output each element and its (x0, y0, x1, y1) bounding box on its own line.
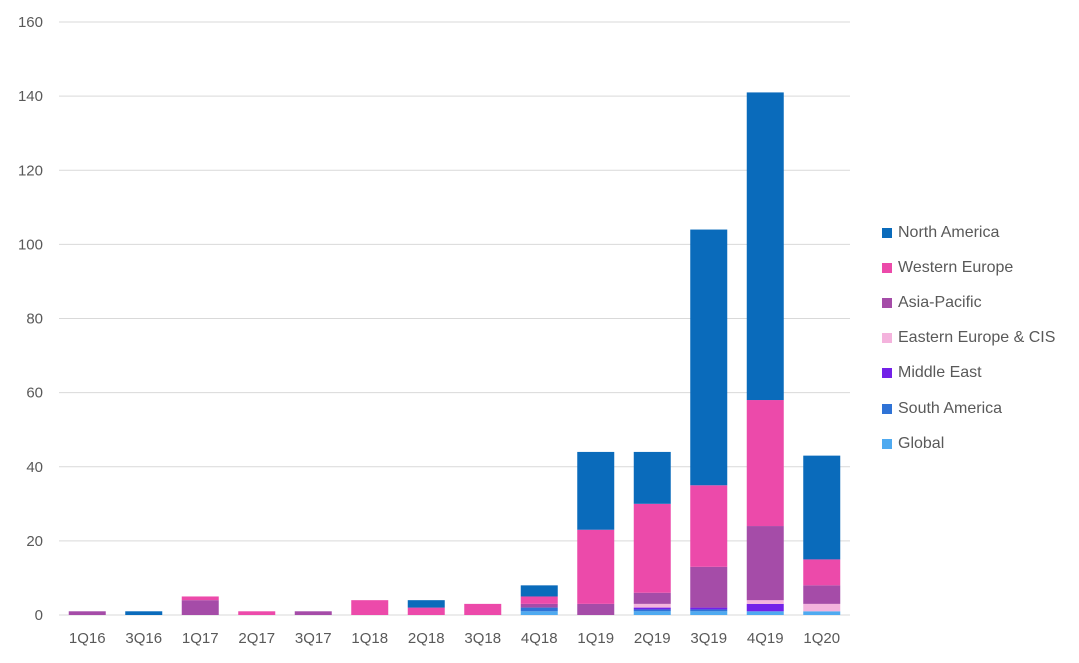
legend-item: Asia-Pacific (882, 285, 1055, 320)
bar-segment-north-america-4q18 (520, 585, 558, 597)
bar-segment-asia-pacific-3q19 (690, 566, 728, 608)
x-tick-label: 1Q17 (182, 630, 219, 647)
legend-label: South America (898, 399, 1003, 417)
bar-segment-western-europe-1q18 (351, 600, 389, 615)
legend-swatch (882, 262, 892, 273)
x-tick-label: 1Q18 (351, 630, 388, 647)
gridlines (59, 21, 850, 616)
legend-item: Middle East (882, 356, 1055, 391)
legend-label: Eastern Europe & CIS (898, 329, 1056, 347)
bar-segment-global-2q19 (633, 611, 671, 615)
bar-segment-global-1q20 (803, 611, 841, 615)
bar-segment-global-4q18 (520, 611, 558, 615)
legend-label: Middle East (898, 364, 982, 382)
bar-segment-eastern-europe-cis-4q19 (746, 600, 784, 604)
x-axis-ticks: 1Q16 3Q16 1Q17 2Q17 3Q17 1Q18 2Q18 3Q18 4Q18 1Q19… (69, 630, 840, 647)
bar-segment-asia-pacific-1q17 (181, 600, 219, 615)
y-tick-label: 100 (18, 236, 43, 253)
legend-item: Global (882, 426, 1055, 461)
bar-segment-western-europe-4q18 (520, 596, 558, 604)
bar-segment-asia-pacific-1q20 (803, 585, 841, 604)
legend-swatch (882, 438, 892, 449)
legend-item: North America (882, 215, 1055, 250)
x-tick-label: 2Q18 (408, 630, 445, 647)
x-tick-label: 3Q19 (690, 630, 727, 647)
bar-segment-north-america-4q19 (746, 92, 784, 401)
bar-segment-north-america-2q19 (633, 451, 671, 504)
bar-segment-south-america-4q18 (520, 607, 558, 612)
x-tick-label: 1Q19 (577, 630, 614, 647)
legend-item: Western Europe (882, 250, 1055, 285)
x-tick-label: 4Q19 (747, 630, 784, 647)
y-tick-label: 0 (35, 607, 43, 624)
y-tick-label: 140 (18, 88, 43, 105)
legend-swatch (882, 227, 892, 238)
bar-segment-western-europe-3q18 (464, 603, 502, 615)
y-tick-label: 80 (26, 311, 43, 328)
bar-segment-north-america-3q16 (125, 611, 163, 615)
bar-segment-asia-pacific-1q19 (577, 603, 615, 615)
x-tick-label: 1Q20 (803, 630, 840, 647)
legend-swatch (882, 368, 892, 379)
bar-segment-western-europe-4q19 (746, 400, 784, 527)
y-tick-label: 40 (26, 459, 43, 476)
bar-segment-north-america-1q20 (803, 455, 841, 560)
bar-segment-eastern-europe-cis-2q19 (633, 603, 671, 608)
x-tick-label: 1Q16 (69, 630, 106, 647)
legend-item: South America (882, 391, 1055, 426)
x-tick-label: 4Q18 (521, 630, 558, 647)
legend-label: North America (898, 223, 1000, 241)
bar-segment-south-america-2q19 (633, 609, 671, 612)
bar-segment-western-europe-2q17 (238, 611, 276, 615)
y-tick-label: 20 (26, 533, 43, 550)
bars (68, 92, 841, 615)
x-tick-label: 3Q16 (125, 630, 162, 647)
bar-segment-asia-pacific-2q19 (633, 592, 671, 604)
bar-segment-north-america-3q19 (690, 229, 728, 486)
y-axis-ticks: 0 20 40 60 80 100 120 140 160 (18, 14, 43, 624)
legend-swatch (882, 333, 892, 344)
legend: North America Western Europe Asia-Pacific E… (882, 215, 1055, 461)
bar-segment-asia-pacific-1q16 (68, 611, 106, 615)
bar-segment-western-europe-1q17 (181, 596, 219, 601)
bar-segment-middle-east-3q19 (690, 607, 728, 610)
x-tick-label: 2Q17 (238, 630, 275, 647)
bar-segment-middle-east-2q19 (633, 607, 671, 610)
x-tick-label: 3Q17 (295, 630, 332, 647)
bar-segment-asia-pacific-4q19 (746, 526, 784, 601)
bar-segment-western-europe-3q19 (690, 485, 728, 567)
legend-item: Eastern Europe & CIS (882, 321, 1055, 356)
legend-swatch (882, 297, 892, 308)
x-tick-label: 2Q19 (634, 630, 671, 647)
legend-label: Global (898, 434, 945, 452)
legend-label: Western Europe (898, 258, 1014, 276)
bar-segment-western-europe-1q19 (577, 529, 615, 604)
bar-segment-asia-pacific-3q17 (294, 611, 332, 615)
bar-segment-global-4q19 (746, 611, 784, 615)
bar-segment-western-europe-2q19 (633, 503, 671, 593)
y-tick-label: 120 (18, 162, 43, 179)
bar-segment-middle-east-4q19 (746, 603, 784, 612)
y-tick-label: 60 (26, 385, 43, 402)
y-tick-label: 160 (18, 14, 43, 31)
bar-segment-north-america-2q18 (407, 600, 445, 608)
legend-swatch (882, 403, 892, 414)
bar-segment-eastern-europe-cis-1q20 (803, 603, 841, 612)
bar-segment-global-3q19 (690, 611, 728, 615)
bar-segment-asia-pacific-4q18 (520, 603, 558, 608)
legend-label: Asia-Pacific (898, 293, 982, 311)
bar-segment-north-america-1q19 (577, 451, 615, 530)
bar-segment-western-europe-2q18 (407, 607, 445, 615)
x-tick-label: 3Q18 (464, 630, 501, 647)
bar-segment-western-europe-1q20 (803, 559, 841, 586)
bar-segment-south-america-3q19 (690, 609, 728, 612)
